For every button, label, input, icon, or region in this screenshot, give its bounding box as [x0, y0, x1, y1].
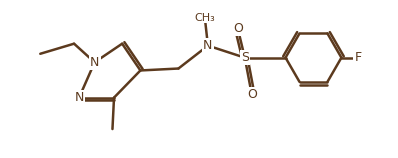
- Text: O: O: [233, 22, 243, 35]
- Text: S: S: [241, 51, 249, 64]
- Text: N: N: [203, 39, 213, 52]
- Text: O: O: [247, 88, 257, 101]
- Text: CH₃: CH₃: [195, 13, 215, 23]
- Text: N: N: [90, 56, 99, 69]
- Text: F: F: [355, 51, 362, 64]
- Text: N: N: [74, 91, 84, 104]
